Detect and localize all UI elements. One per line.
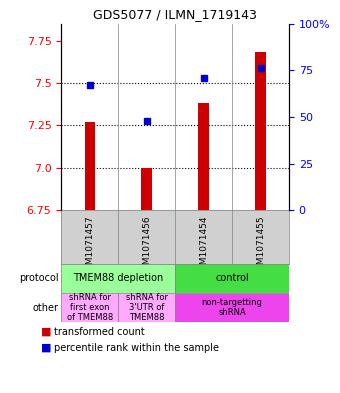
Text: TMEM88 depletion: TMEM88 depletion (73, 273, 163, 283)
Text: GSM1071457: GSM1071457 (85, 216, 94, 276)
Text: GSM1071456: GSM1071456 (142, 216, 151, 276)
Text: transformed count: transformed count (54, 327, 145, 337)
Text: non-targetting
shRNA: non-targetting shRNA (202, 298, 262, 317)
Bar (118, 293, 175, 322)
Text: control: control (215, 273, 249, 283)
Bar (175, 264, 289, 293)
Bar (61, 293, 118, 322)
Bar (255, 52, 266, 210)
Title: GDS5077 / ILMN_1719143: GDS5077 / ILMN_1719143 (93, 8, 257, 21)
Bar (199, 103, 209, 210)
Bar (61, 264, 175, 293)
Bar (141, 168, 152, 210)
Bar (175, 293, 289, 322)
Bar (85, 122, 95, 210)
Text: ■: ■ (41, 327, 51, 337)
Text: ■: ■ (41, 343, 51, 353)
Text: GSM1071455: GSM1071455 (256, 216, 265, 276)
Text: GSM1071454: GSM1071454 (199, 216, 208, 276)
Text: protocol: protocol (19, 273, 58, 283)
Text: shRNA for
3'UTR of
TMEM88: shRNA for 3'UTR of TMEM88 (125, 293, 168, 323)
Text: other: other (32, 303, 58, 312)
Text: shRNA for
first exon
of TMEM88: shRNA for first exon of TMEM88 (67, 293, 113, 323)
Text: percentile rank within the sample: percentile rank within the sample (54, 343, 219, 353)
